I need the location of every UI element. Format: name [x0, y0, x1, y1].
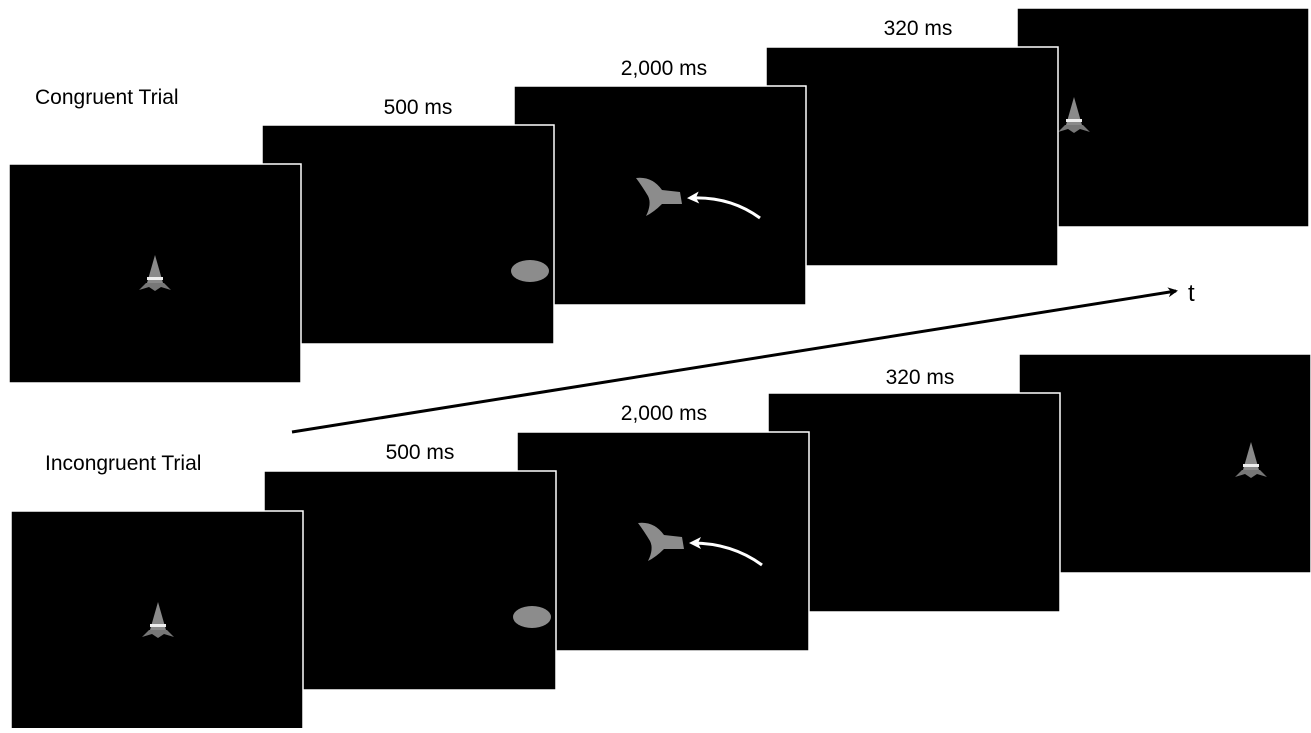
trial-label: Incongruent Trial — [45, 452, 201, 475]
duration-label: 2,000 ms — [621, 57, 707, 80]
stimulus-hand-closed — [511, 260, 549, 282]
frame — [264, 471, 556, 690]
frame — [1017, 8, 1309, 227]
frame — [514, 86, 806, 305]
trial-label: Congruent Trial — [35, 86, 179, 109]
page: {"trials": [ {"label": "Congruent Trial"… — [0, 0, 1311, 728]
duration-label: 320 ms — [886, 366, 955, 389]
frame — [9, 164, 301, 383]
stimulus-cone-band — [1066, 119, 1082, 122]
frame-screen — [766, 47, 1058, 266]
frame-screen — [1019, 354, 1311, 573]
duration-label: 320 ms — [884, 17, 953, 40]
frame-screen — [264, 471, 556, 690]
duration-label: 500 ms — [384, 96, 453, 119]
frame-screen — [768, 393, 1060, 612]
time-label: t — [1188, 280, 1195, 307]
frame-screen — [1017, 8, 1309, 227]
frame — [11, 511, 303, 728]
frame — [262, 125, 554, 344]
stimulus-cone-band — [147, 277, 163, 280]
frame — [768, 393, 1060, 612]
frame-screen — [262, 125, 554, 344]
frame — [517, 432, 809, 651]
trial-frames — [9, 8, 1311, 728]
frame — [1019, 354, 1311, 573]
duration-label: 500 ms — [386, 441, 455, 464]
frame — [766, 47, 1058, 266]
stimulus-hand-closed — [513, 606, 551, 628]
figure: t Congruent Trial 500 ms 2,000 ms 320 ms Inc… — [0, 0, 1311, 728]
duration-label: 2,000 ms — [621, 402, 707, 425]
stimulus-cone-band — [150, 624, 166, 627]
stimulus-cone-band — [1243, 464, 1259, 467]
